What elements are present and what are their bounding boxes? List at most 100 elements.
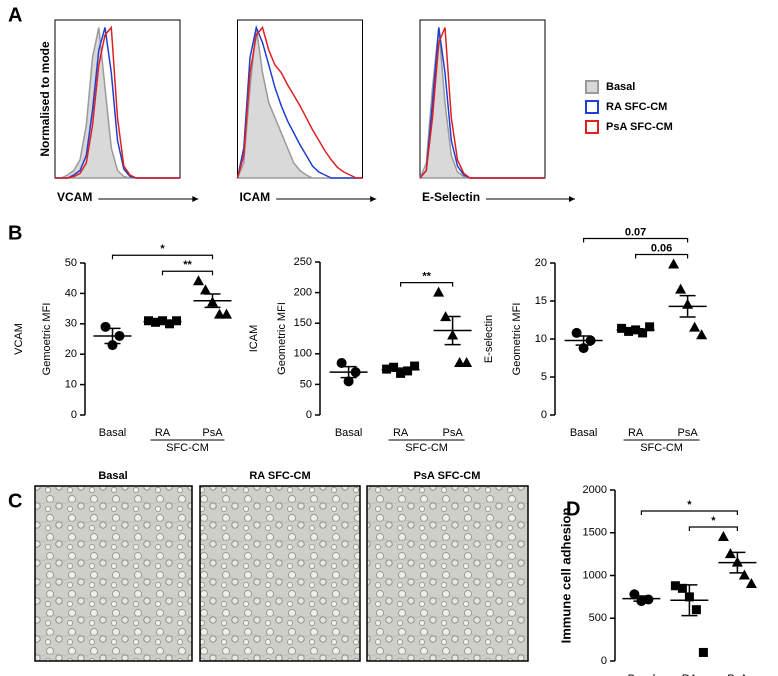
error-bar — [633, 595, 650, 602]
y-tick-label: 150 — [294, 317, 312, 329]
x-tick-label: RA — [393, 427, 409, 439]
x-axis-label: ICAM — [240, 190, 271, 204]
error-bar — [104, 327, 121, 345]
significance-label: * — [711, 515, 716, 527]
data-point — [645, 322, 655, 332]
y-tick-label: 10 — [65, 379, 77, 391]
data-point — [100, 321, 111, 332]
y-axis-label: Normalised to mode — [38, 41, 52, 157]
data-point — [221, 308, 232, 319]
group-label: SFC-CM — [640, 442, 683, 454]
significance-bracket — [583, 237, 689, 243]
data-point — [389, 362, 399, 372]
data-point — [617, 323, 627, 333]
data-point — [193, 275, 204, 286]
error-bar — [154, 320, 171, 324]
y-tick-label: 0 — [306, 409, 312, 421]
data-point — [717, 531, 729, 542]
significance-bracket — [161, 270, 214, 276]
x-tick-label: Basal — [99, 427, 127, 439]
data-point — [638, 328, 648, 338]
data-point — [677, 583, 687, 593]
data-point — [675, 283, 687, 294]
data-point — [343, 376, 354, 387]
micrograph-title: Basal — [98, 470, 127, 482]
panel-label: C — [8, 490, 22, 512]
data-point — [454, 356, 466, 367]
axis-arrowhead — [192, 196, 199, 202]
group-label: SFC-CM — [166, 442, 209, 454]
micrograph — [34, 485, 193, 662]
x-tick-label: RA — [155, 427, 171, 439]
axis-arrowhead — [370, 196, 377, 202]
error-bar — [681, 584, 698, 617]
panel-label: A — [8, 4, 22, 26]
axis-arrowhead — [569, 196, 575, 202]
significance-label: * — [160, 243, 165, 255]
significance-bracket — [400, 282, 454, 287]
data-point — [691, 605, 701, 615]
legend-label: Basal — [606, 81, 635, 93]
x-axis-label: E-Selectin — [422, 190, 480, 204]
x-tick-label: RA — [628, 427, 644, 439]
y-tick-label: 0 — [541, 409, 547, 421]
significance-label: ** — [422, 271, 431, 283]
data-point — [461, 356, 473, 367]
significance-label: ** — [183, 259, 192, 271]
histogram-curve — [419, 27, 545, 179]
y-tick-label: 20 — [65, 348, 77, 360]
histogram-curve — [55, 27, 180, 179]
micrograph-title: RA SFC-CM — [249, 470, 310, 482]
error-bar — [679, 294, 696, 318]
error-bar — [444, 315, 461, 346]
data-point — [172, 316, 181, 326]
data-point — [433, 286, 445, 297]
error-bar — [627, 327, 644, 332]
data-point — [165, 319, 174, 329]
data-point — [107, 340, 118, 351]
y-axis-label: Gemoetric MFI — [41, 303, 53, 376]
y-tick-label: 50 — [300, 378, 312, 390]
error-bar — [392, 367, 409, 372]
panel-label: D — [566, 498, 580, 520]
data-point — [144, 316, 153, 326]
x-axis-label: VCAM — [57, 190, 92, 204]
y-axis-label: E-selectin — [483, 315, 495, 363]
x-tick-label: Basal — [570, 427, 598, 439]
error-bar — [575, 335, 592, 346]
significance-label: 0.07 — [625, 226, 646, 238]
micrograph — [366, 485, 529, 662]
y-tick-label: 2000 — [583, 484, 607, 496]
y-tick-label: 200 — [294, 287, 312, 299]
y-axis-label: Immune cell adhesion — [558, 508, 573, 644]
y-tick-label: 50 — [65, 257, 77, 269]
legend-swatch — [585, 80, 599, 94]
significance-bracket — [111, 254, 214, 260]
panel-label: B — [8, 222, 22, 244]
data-point — [745, 578, 757, 589]
data-point — [738, 569, 750, 580]
micrograph — [199, 485, 361, 662]
data-point — [396, 368, 406, 378]
y-tick-label: 40 — [65, 287, 77, 299]
legend-label: PsA SFC-CM — [606, 121, 673, 133]
y-axis-label: VCAM — [13, 323, 25, 355]
data-point — [670, 581, 680, 591]
data-point — [200, 284, 211, 295]
data-point — [698, 647, 708, 657]
x-tick-label: PsA — [727, 673, 748, 676]
y-tick-label: 0 — [601, 655, 607, 667]
histogram-curve — [55, 27, 180, 179]
y-axis-label: Geometric MFI — [276, 302, 288, 375]
y-tick-label: 1000 — [583, 569, 607, 581]
histogram-curve — [236, 27, 363, 179]
data-point — [629, 589, 640, 600]
y-tick-label: 5 — [541, 371, 547, 383]
x-tick-label: RA — [682, 673, 698, 676]
x-tick-label: PsA — [202, 427, 223, 439]
data-point — [410, 361, 420, 371]
y-tick-label: 0 — [71, 409, 77, 421]
y-tick-label: 1500 — [583, 527, 607, 539]
group-label: SFC-CM — [405, 442, 448, 454]
y-tick-label: 100 — [294, 348, 312, 360]
